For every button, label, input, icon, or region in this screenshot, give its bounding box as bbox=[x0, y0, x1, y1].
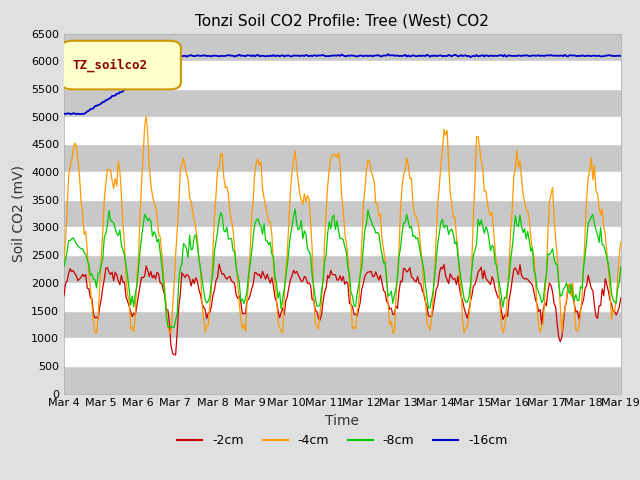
Bar bbox=[64, 89, 621, 117]
Title: Tonzi Soil CO2 Profile: Tree (West) CO2: Tonzi Soil CO2 Profile: Tree (West) CO2 bbox=[195, 13, 490, 28]
X-axis label: Time: Time bbox=[325, 414, 360, 428]
Bar bbox=[64, 255, 621, 283]
Bar bbox=[64, 283, 621, 311]
Bar bbox=[64, 338, 621, 366]
Bar bbox=[64, 61, 621, 89]
Bar bbox=[64, 172, 621, 200]
Bar bbox=[64, 117, 621, 144]
Bar bbox=[64, 366, 621, 394]
FancyBboxPatch shape bbox=[61, 41, 181, 89]
Bar bbox=[64, 34, 621, 61]
Legend: -2cm, -4cm, -8cm, -16cm: -2cm, -4cm, -8cm, -16cm bbox=[172, 429, 513, 452]
Y-axis label: Soil CO2 (mV): Soil CO2 (mV) bbox=[12, 165, 26, 262]
Bar bbox=[64, 144, 621, 172]
Bar bbox=[64, 311, 621, 338]
Bar bbox=[64, 228, 621, 255]
Text: TZ_soilco2: TZ_soilco2 bbox=[72, 59, 147, 72]
Bar bbox=[64, 200, 621, 228]
